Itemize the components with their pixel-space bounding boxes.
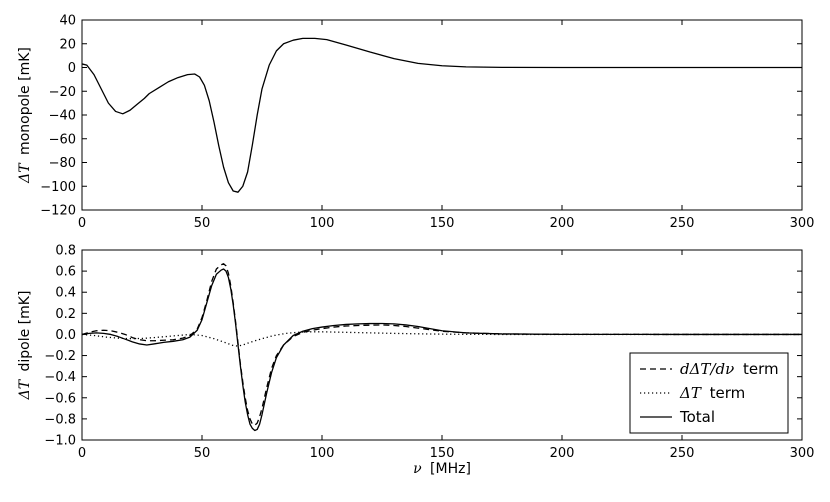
monopole-axes-frame (81, 19, 803, 211)
dipole-y-tick-label: 0.2 (55, 307, 76, 322)
monopole-x-tick-label: 150 (430, 216, 455, 231)
monopole-y-axis-symbol: ΔT (17, 162, 33, 184)
dipole-x-tick-label: 50 (194, 446, 211, 461)
monopole-y-tick-label: −120 (40, 204, 76, 219)
legend: dΔT/dν term ΔT term Total (629, 352, 789, 434)
dipole-x-tick-label: 300 (790, 446, 815, 461)
dipole-y-tick-label: −0.8 (44, 412, 76, 427)
dipole-y-axis-text: dipole [mK] (17, 291, 33, 372)
monopole-x-tick-label: 250 (670, 216, 695, 231)
x-axis-text: [MHz] (430, 461, 471, 477)
dipole-y-tick-label: 0.0 (55, 328, 76, 343)
monopole-y-tick-label: 40 (59, 14, 76, 29)
monopole-plot-area (81, 37, 802, 193)
dipole-y-tick-label: 0.6 (55, 265, 76, 280)
dipole-x-tick-label: 0 (78, 446, 86, 461)
legend-delta-t-text: term (710, 384, 746, 402)
legend-label-derivative: dΔT/dν term (680, 360, 779, 378)
legend-derivative-text: term (743, 360, 779, 378)
dipole-x-tick-label: 150 (430, 446, 455, 461)
dipole-series-solid-line (81, 268, 802, 432)
monopole-x-tick-label: 200 (550, 216, 575, 231)
monopole-y-tick-label: 20 (59, 37, 76, 52)
dipole-plot-area (81, 263, 802, 432)
monopole-series-solid-line (81, 37, 802, 193)
monopole-panel: 0 50 100 150 200 250 30040200−20−40−60−80−100−… (17, 14, 814, 232)
dipole-y-tick-label: −1.0 (44, 434, 76, 449)
monopole-y-tick-label: −40 (49, 109, 76, 124)
dipole-x-tick-label: 250 (670, 446, 695, 461)
dipole-y-tick-label: −0.6 (44, 391, 76, 406)
dipole-y-axis-label: ΔT dipole [mK] (17, 291, 33, 401)
legend-label-total: Total (679, 408, 715, 426)
monopole-y-tick-label: −80 (49, 156, 76, 171)
legend-label-delta-t: ΔT term (679, 384, 745, 402)
monopole-x-tick-label: 300 (790, 216, 815, 231)
monopole-y-axis-label: ΔT monopole [mK] (17, 47, 33, 184)
monopole-y-tick-label: −20 (49, 85, 76, 100)
monopole-y-axis-text: monopole [mK] (17, 47, 33, 155)
dipole-y-tick-label: −0.4 (44, 370, 76, 385)
x-axis-symbol: ν (413, 461, 422, 477)
monopole-y-tick-label: 0 (68, 61, 76, 76)
monopole-x-tick-label: 50 (194, 216, 211, 231)
legend-derivative-symbol: dΔT/dν (680, 360, 734, 378)
dipole-x-tick-label: 100 (310, 446, 335, 461)
dipole-series-dotted-line (81, 331, 802, 347)
monopole-y-tick-label: −60 (49, 132, 76, 147)
dipole-y-tick-label: 0.8 (55, 244, 76, 259)
monopole-ticks: 0 50 100 150 200 250 30040200−20−40−60−80−100−… (40, 14, 814, 232)
dipole-series-dashed-line (81, 263, 802, 426)
dipole-panel: 0 50 100 150 200 250 300 0.8 0.6 0.4 0.2 0.0 −0.2 −0.… (17, 244, 814, 478)
monopole-x-tick-label: 0 (78, 216, 86, 231)
dipole-ticks: 0 50 100 150 200 250 300 0.8 0.6 0.4 0.2 0.0 −0.2 −0.… (44, 244, 814, 462)
dipole-y-axis-symbol: ΔT (17, 378, 33, 400)
monopole-x-tick-label: 100 (310, 216, 335, 231)
legend-delta-t-symbol: ΔT (679, 384, 702, 402)
dipole-x-tick-label: 200 (550, 446, 575, 461)
x-axis-label: ν [MHz] (413, 461, 471, 477)
dipole-y-tick-label: −0.2 (44, 349, 76, 364)
monopole-y-tick-label: −100 (40, 180, 76, 195)
dipole-y-tick-label: 0.4 (55, 286, 76, 301)
